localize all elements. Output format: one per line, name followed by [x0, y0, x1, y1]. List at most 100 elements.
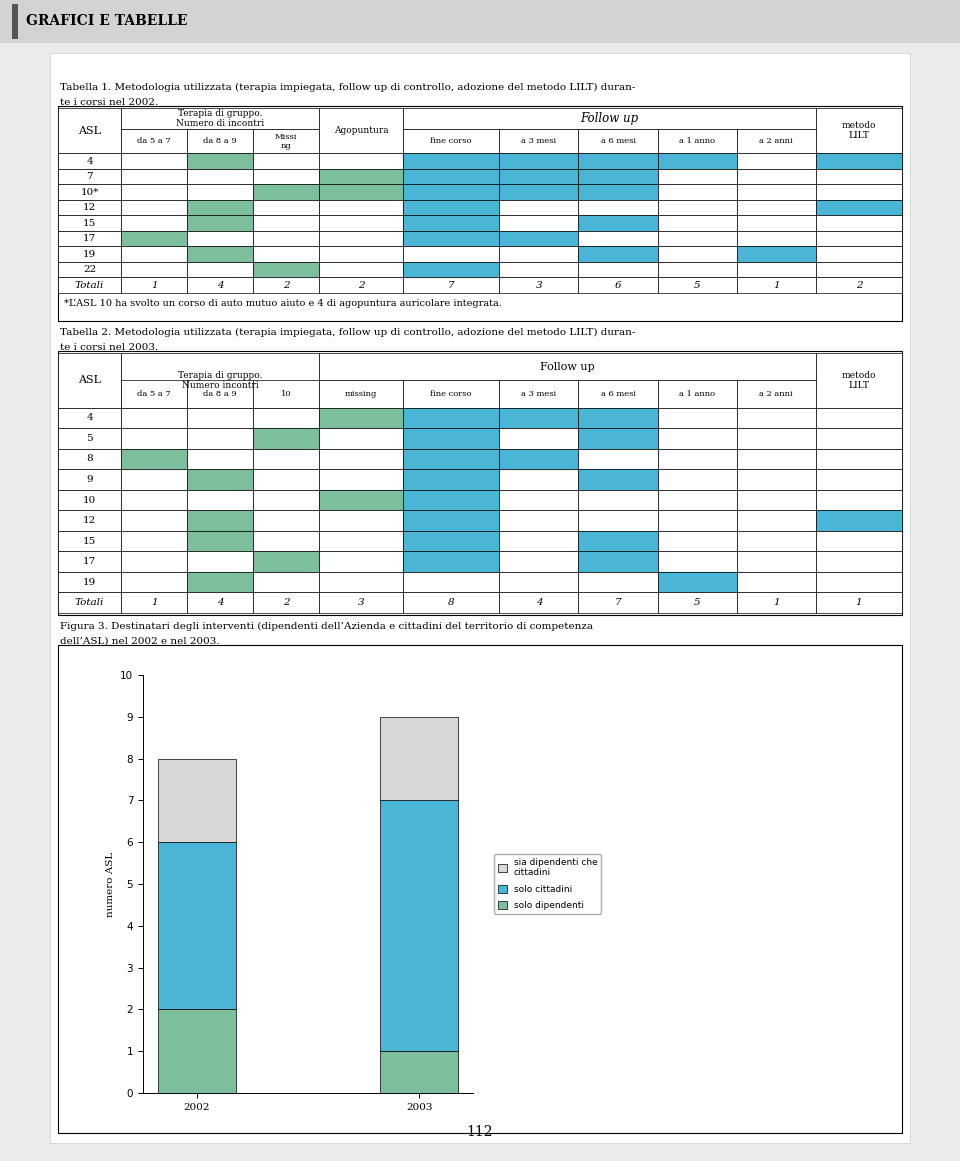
Bar	[121, 592, 187, 613]
Bar	[816, 572, 902, 592]
Bar	[380, 716, 458, 800]
Bar	[121, 511, 187, 531]
Bar	[58, 428, 121, 448]
Bar	[319, 277, 402, 293]
Bar	[736, 428, 816, 448]
Bar	[499, 428, 579, 448]
Bar	[121, 531, 187, 551]
Bar	[816, 531, 902, 551]
Text: 5: 5	[694, 598, 701, 607]
Bar	[58, 231, 121, 246]
Bar	[121, 185, 187, 200]
Text: 7: 7	[614, 598, 621, 607]
Text: 19: 19	[83, 578, 96, 586]
Text: 15: 15	[83, 218, 96, 228]
Text: 17: 17	[83, 235, 96, 243]
Bar	[319, 448, 402, 469]
Bar	[58, 646, 902, 1133]
Bar	[402, 129, 499, 153]
Bar	[736, 153, 816, 168]
Bar	[253, 551, 319, 572]
Bar	[579, 469, 658, 490]
Text: 12: 12	[83, 203, 96, 212]
Bar	[579, 428, 658, 448]
Bar	[402, 216, 499, 231]
Text: a 3 mesi: a 3 mesi	[521, 137, 557, 145]
Bar	[658, 246, 736, 262]
Bar	[402, 572, 499, 592]
Bar	[121, 353, 319, 408]
Bar	[579, 592, 658, 613]
Bar	[736, 572, 816, 592]
Text: 2: 2	[357, 281, 364, 290]
Text: *L’ASL 10 ha svolto un corso di auto mutuo aiuto e 4 di agopuntura auricolare in: *L’ASL 10 ha svolto un corso di auto mut…	[64, 300, 502, 308]
Bar	[319, 490, 402, 511]
Bar	[253, 129, 319, 153]
Bar	[736, 277, 816, 293]
Bar	[187, 572, 253, 592]
Bar	[658, 381, 736, 408]
Bar	[816, 262, 902, 277]
Bar	[736, 592, 816, 613]
Bar	[187, 428, 253, 448]
Text: ASL: ASL	[78, 375, 101, 385]
Bar	[121, 200, 187, 216]
Bar	[158, 1009, 236, 1093]
Bar	[187, 185, 253, 200]
Bar	[58, 351, 902, 615]
Bar	[736, 200, 816, 216]
Text: 9: 9	[86, 475, 93, 484]
Bar	[736, 262, 816, 277]
Bar	[736, 231, 816, 246]
Bar	[319, 108, 402, 153]
Bar	[402, 551, 499, 572]
Bar	[579, 262, 658, 277]
Bar	[253, 153, 319, 168]
Text: a 1 anno: a 1 anno	[679, 137, 715, 145]
Bar	[58, 216, 121, 231]
Bar	[121, 168, 187, 185]
Text: metodo
LILT: metodo LILT	[842, 121, 876, 140]
Bar	[499, 153, 579, 168]
Bar	[253, 572, 319, 592]
Bar	[380, 800, 458, 1051]
Bar	[658, 469, 736, 490]
Bar	[499, 381, 579, 408]
Text: 5: 5	[694, 281, 701, 290]
Bar	[187, 277, 253, 293]
Text: 1: 1	[773, 281, 780, 290]
Bar	[499, 490, 579, 511]
Text: 22: 22	[83, 265, 96, 274]
Text: a 1 anno: a 1 anno	[679, 390, 715, 398]
Bar	[380, 1051, 458, 1093]
Text: dell’ASL) nel 2002 e nel 2003.: dell’ASL) nel 2002 e nel 2003.	[60, 637, 220, 646]
Text: 1: 1	[151, 598, 157, 607]
Bar	[579, 185, 658, 200]
Text: 2: 2	[283, 281, 290, 290]
Text: Totali: Totali	[75, 598, 105, 607]
Bar	[579, 216, 658, 231]
Bar	[402, 246, 499, 262]
Bar	[319, 408, 402, 428]
Bar	[402, 231, 499, 246]
Bar	[736, 246, 816, 262]
Bar	[402, 168, 499, 185]
Bar	[319, 246, 402, 262]
Bar	[736, 511, 816, 531]
Text: a 3 mesi: a 3 mesi	[521, 390, 557, 398]
Text: 10: 10	[281, 390, 292, 398]
Bar	[121, 428, 187, 448]
Bar	[816, 108, 902, 153]
Bar	[658, 216, 736, 231]
Text: da 5 a 7: da 5 a 7	[137, 137, 171, 145]
Text: 6: 6	[614, 281, 621, 290]
Bar	[121, 153, 187, 168]
Text: da 8 a 9: da 8 a 9	[204, 137, 237, 145]
Bar	[579, 200, 658, 216]
Bar	[187, 448, 253, 469]
Text: 7: 7	[447, 281, 454, 290]
Bar	[187, 153, 253, 168]
Bar	[736, 168, 816, 185]
Bar	[319, 262, 402, 277]
Text: Missi
ng: Missi ng	[275, 132, 298, 150]
